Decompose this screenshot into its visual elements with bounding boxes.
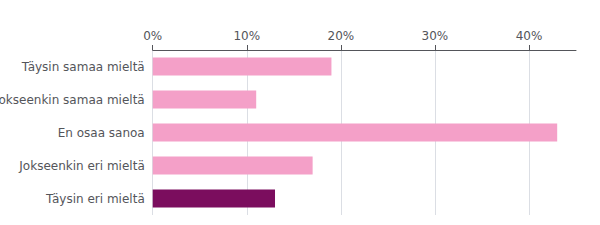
svg-text:Jokseenkin samaa mieltä: Jokseenkin samaa mieltä	[0, 93, 145, 107]
svg-text:0%: 0%	[143, 29, 162, 43]
svg-text:Täysin eri mieltä: Täysin eri mieltä	[45, 192, 145, 206]
svg-text:En osaa sanoa: En osaa sanoa	[58, 126, 145, 140]
svg-text:40%: 40%	[516, 29, 543, 43]
svg-text:20%: 20%	[328, 29, 355, 43]
svg-text:Jokseenkin eri mieltä: Jokseenkin eri mieltä	[18, 159, 144, 173]
svg-text:10%: 10%	[233, 29, 260, 43]
svg-text:Täysin samaa mieltä: Täysin samaa mieltä	[21, 60, 145, 74]
svg-text:30%: 30%	[422, 29, 449, 43]
